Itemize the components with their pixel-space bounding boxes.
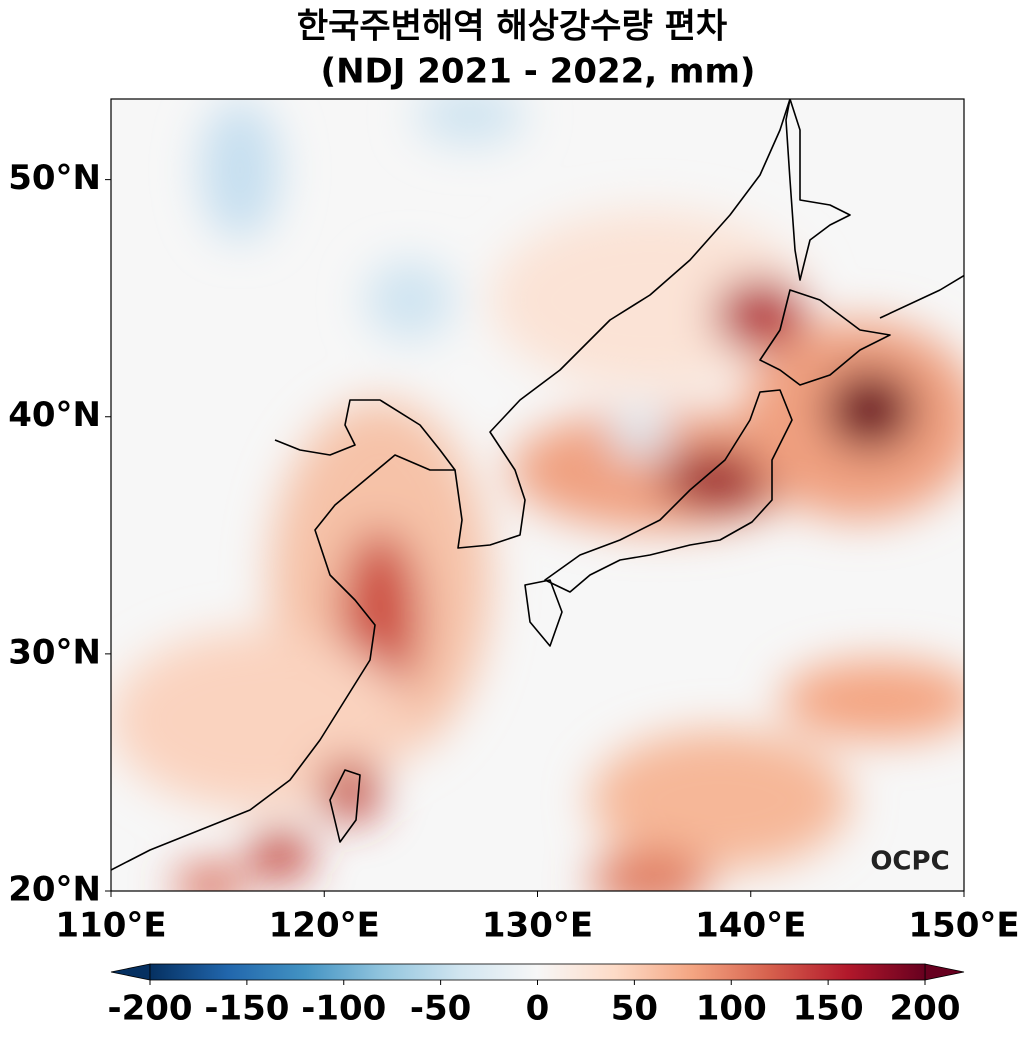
colorbar bbox=[149, 963, 926, 981]
y-tick-label: 30°N bbox=[8, 632, 101, 672]
title-line: (NDJ 2021 - 2022, mm) bbox=[321, 52, 756, 92]
x-tick-label: 110°E bbox=[55, 906, 166, 946]
map-field bbox=[111, 99, 964, 891]
colorbar-tick-label: 100 bbox=[696, 989, 767, 1029]
colorbar-tick-label: -150 bbox=[204, 989, 289, 1029]
colorbar-tick-label: 50 bbox=[611, 989, 658, 1029]
title-line: 한국주변해역 해상강수량 편차 bbox=[297, 7, 727, 47]
x-tick-label: 140°E bbox=[695, 906, 806, 946]
colorbar-tick-label: 0 bbox=[526, 989, 550, 1029]
colorbar-tick-label: -200 bbox=[107, 989, 192, 1029]
colorbar-tick-label: 200 bbox=[890, 989, 961, 1029]
y-tick-label: 20°N bbox=[8, 870, 101, 910]
colorbar-tick-label: -50 bbox=[410, 989, 471, 1029]
colorbar-tick-label: -100 bbox=[301, 989, 386, 1029]
colorbar-extend-high bbox=[924, 963, 965, 981]
x-tick-label: 130°E bbox=[482, 906, 593, 946]
x-tick-label: 150°E bbox=[908, 906, 1019, 946]
watermark: OCPC bbox=[870, 847, 949, 877]
y-tick-label: 50°N bbox=[8, 158, 101, 198]
x-tick-label: 120°E bbox=[269, 906, 380, 946]
coastlines bbox=[111, 99, 964, 871]
colorbar-extend-low bbox=[110, 963, 151, 981]
y-tick-label: 40°N bbox=[8, 395, 101, 435]
colorbar-tick-label: 150 bbox=[793, 989, 864, 1029]
anomaly-field bbox=[111, 99, 964, 891]
